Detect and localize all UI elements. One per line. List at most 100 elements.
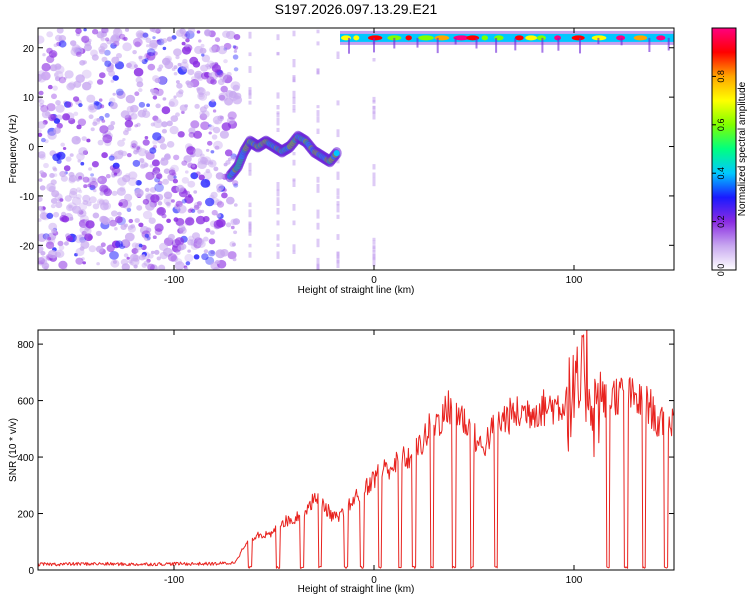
heatmap-cell [211,64,221,73]
heatmap-cell [316,183,320,193]
y-tick-label: 0 [28,143,34,154]
heatmap-cell [70,40,77,46]
heatmap-cell [418,35,434,41]
heatmap-cell [55,249,65,258]
heatmap-cell [185,30,195,39]
heatmap-cell [78,103,83,108]
heatmap-cell [292,152,296,156]
heatmap-cell [154,223,164,232]
heatmap-cell [60,217,65,221]
heatmap-cell [160,158,169,166]
heatmap-cell [165,57,171,63]
heatmap-cell [39,170,44,175]
heatmap-cell [248,243,252,248]
heatmap-cell [98,48,105,55]
heatmap-cell [276,112,280,118]
heatmap-cell [372,100,376,104]
heatmap-cell [139,226,150,235]
heatmap-cell [168,233,175,241]
heatmap-cell [156,173,163,180]
heatmap-cell [56,28,64,34]
heatmap-cell [162,57,171,66]
heatmap-cell [196,30,201,34]
heatmap-cell [119,186,126,192]
heatmap-cell [73,111,79,117]
heatmap-cell [44,139,49,144]
heatmap-cell [373,37,375,53]
heatmap-cell [83,28,87,32]
heatmap-cell [109,35,120,45]
heatmap-cell [86,94,96,103]
heatmap-cell [217,45,228,55]
heatmap-cell [190,172,199,180]
heatmap-cell [208,131,212,135]
heatmap-cell [99,125,109,134]
heatmap-cell [113,40,120,47]
heatmap-cell [233,45,239,50]
heatmap-cell [217,115,224,122]
heatmap-cell [182,58,188,64]
heatmap-cell [55,100,61,106]
heatmap-cell [163,168,170,174]
heatmap-cell [38,151,46,159]
heatmap-cell [139,164,146,169]
heatmap-cell [144,150,149,155]
heatmap-cell [216,201,225,208]
heatmap-cell [167,253,177,262]
heatmap-cell [336,195,340,199]
heatmap-cell [146,48,156,57]
heatmap-cell [175,218,185,226]
heatmap-cell [231,156,237,161]
heatmap-cell [276,189,280,197]
spectrogram-x-label: Height of straight line (km) [298,285,415,296]
heatmap-cell [113,28,121,34]
heatmap-cell [88,114,94,119]
y-tick-label: 600 [17,397,34,408]
heatmap-cell [145,187,150,192]
heatmap-cell [193,130,203,139]
heatmap-cell [372,105,376,114]
heatmap-cell [204,30,212,37]
heatmap-cell [75,74,85,83]
heatmap-cell [233,49,238,53]
heatmap-cell [53,127,61,134]
heatmap-cell [159,242,168,251]
heatmap-cell [132,37,143,47]
heatmap-cell [138,88,143,93]
heatmap-cell [187,208,193,213]
heatmap-cell [47,84,53,90]
heatmap-cell [130,224,136,229]
heatmap-cell [110,42,117,49]
heatmap-cell [91,161,99,168]
heatmap-cell [141,58,148,65]
heatmap-cell [214,145,220,150]
heatmap-cell [53,211,60,218]
heatmap-cell [184,253,194,263]
heatmap-cell [138,55,146,63]
heatmap-cell [156,256,161,261]
heatmap-cell [88,245,97,253]
heatmap-cell [276,251,280,259]
heatmap-cell [92,212,100,219]
heatmap-cell [121,150,128,157]
heatmap-cell [336,51,340,56]
heatmap-cell [336,201,340,206]
heatmap-cell [316,110,320,117]
heatmap-cell [128,218,134,224]
heatmap-cell [43,162,49,169]
colorbar-tick-label: 0.8 [716,70,726,83]
heatmap-cell [189,56,199,65]
heatmap-cell [225,222,232,228]
spectrogram-y-ticks: -20 -10 0 10 20 [20,44,674,252]
heatmap-cell [64,195,72,202]
heatmap-cell [96,262,100,266]
heatmap-cell [276,52,280,56]
heatmap-cell [40,251,46,256]
heatmap-cell [38,218,42,222]
heatmap-cell [372,240,376,244]
heatmap-cell [105,174,111,179]
heatmap-cell [292,244,296,252]
heatmap-cell [194,103,200,109]
heatmap-cell [68,171,75,178]
heatmap-cell [181,160,188,166]
